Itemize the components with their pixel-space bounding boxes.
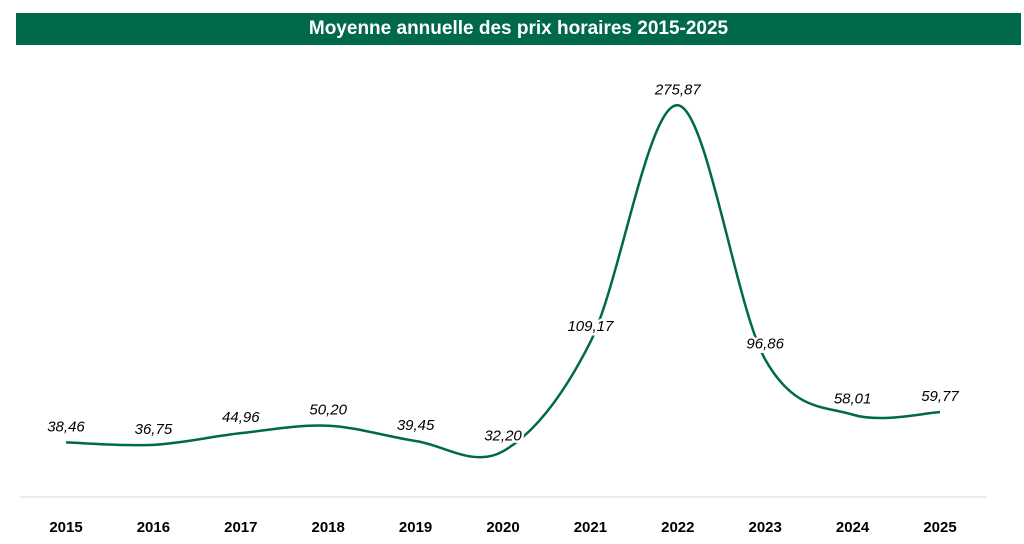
- series-line: [65, 104, 941, 459]
- x-tick-label-2024: 2024: [836, 519, 870, 536]
- chart-title: Moyenne annuelle des prix horaires 2015-…: [16, 13, 1021, 45]
- data-label-2016: 36,75: [135, 421, 173, 438]
- x-tick-label-2019: 2019: [399, 519, 432, 536]
- data-label-2020: 32,20: [484, 427, 522, 444]
- x-tick-label-2025: 2025: [923, 519, 956, 536]
- data-label-2023: 96,86: [746, 335, 784, 352]
- x-tick-label-2016: 2016: [137, 519, 170, 536]
- x-tick-label-2018: 2018: [312, 519, 345, 536]
- data-label-2015: 38,46: [47, 418, 85, 435]
- x-tick-label-2022: 2022: [661, 519, 694, 536]
- x-tick-label-2017: 2017: [224, 519, 257, 536]
- data-label-2019: 39,45: [397, 417, 435, 434]
- data-label-2025: 59,77: [921, 388, 959, 405]
- data-label-2018: 50,20: [309, 402, 347, 419]
- x-tick-label-2023: 2023: [749, 519, 782, 536]
- data-label-2022: 275,87: [654, 81, 702, 98]
- x-tick-label-2015: 2015: [49, 519, 82, 536]
- x-tick-label-2021: 2021: [574, 519, 607, 536]
- data-label-2024: 58,01: [834, 391, 872, 408]
- data-label-2017: 44,96: [222, 409, 260, 426]
- data-label-2021: 109,17: [567, 318, 614, 335]
- x-tick-label-2020: 2020: [486, 519, 519, 536]
